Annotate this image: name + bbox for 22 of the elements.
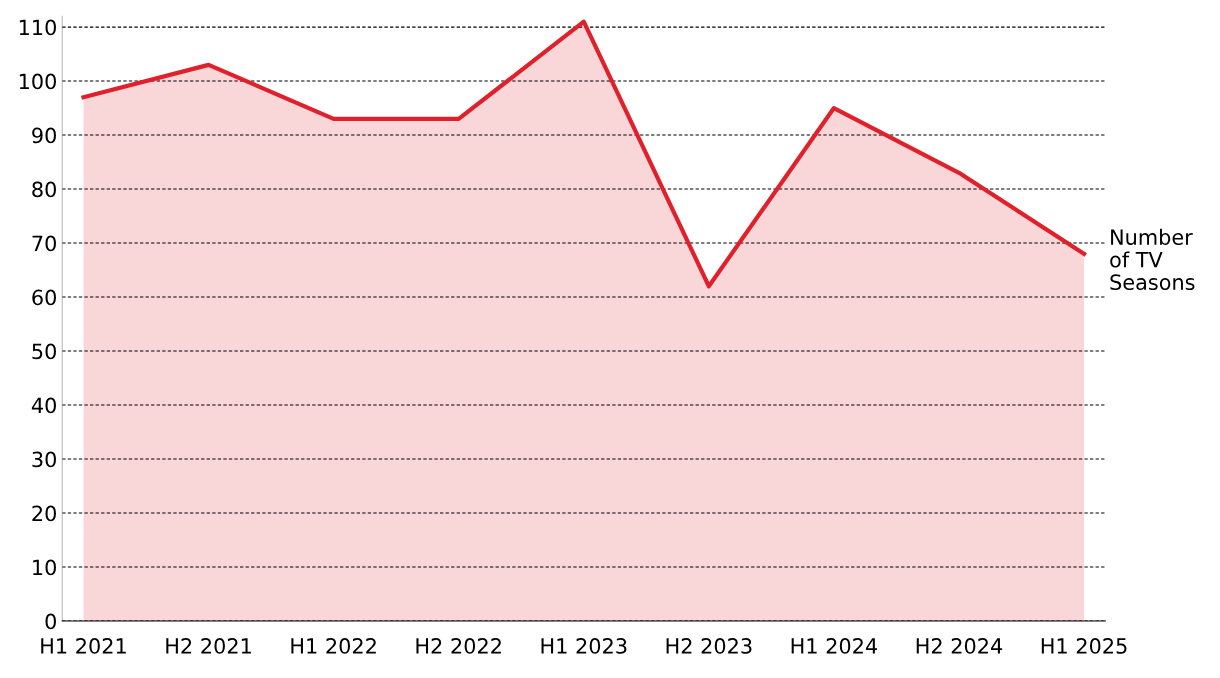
y-tick-label: 20	[32, 505, 56, 522]
y-tick-label: 90	[32, 127, 56, 144]
x-tick-label: H1 2025	[1041, 638, 1127, 654]
y-tick-label: 70	[32, 235, 56, 252]
y-tick-label: 110	[19, 19, 56, 36]
series-label: Number of TV Seasons	[1110, 228, 1195, 291]
y-tick-label: 80	[32, 181, 56, 198]
x-tick-label: H2 2022	[416, 638, 501, 654]
y-tick-label: 30	[32, 451, 56, 468]
y-tick-label: 40	[31, 397, 56, 414]
x-tick-label: H2 2021	[166, 638, 251, 654]
x-tick-label: H2 2023	[666, 638, 752, 654]
y-tick-label: 100	[19, 73, 56, 90]
x-tick-label: H1 2022	[291, 638, 376, 654]
x-tick-label: H1 2023	[541, 638, 627, 654]
y-tick-label: 10	[33, 559, 56, 576]
y-tick-label: 60	[32, 289, 56, 306]
x-tick-label: H2 2024	[916, 638, 1003, 654]
y-tick-label: 0	[45, 613, 56, 630]
y-tick-label: 50	[32, 343, 56, 360]
x-tick-label: H1 2021	[41, 638, 126, 654]
x-tick-label: H1 2024	[791, 638, 878, 654]
